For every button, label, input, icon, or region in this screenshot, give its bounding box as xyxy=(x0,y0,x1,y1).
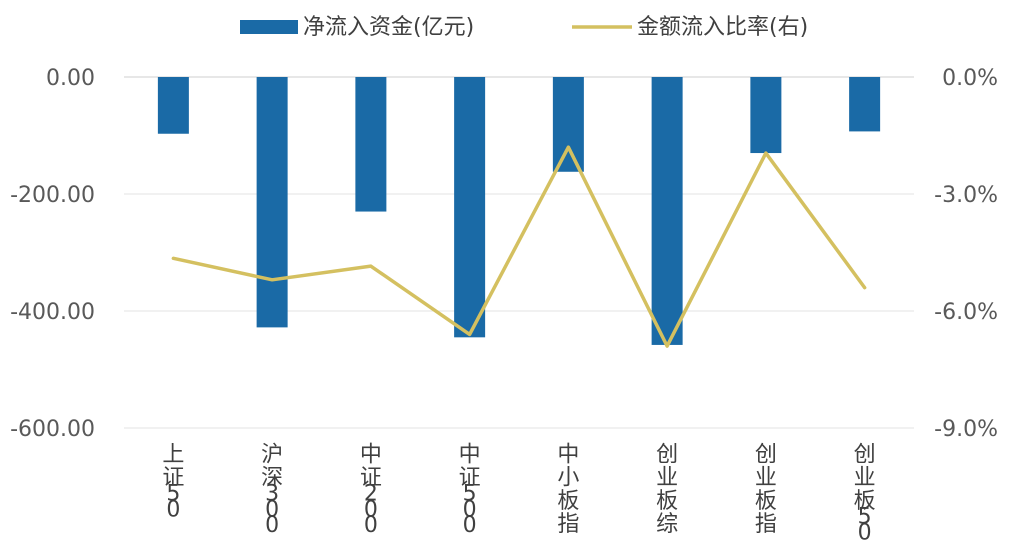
left-tick-label: 0.00 xyxy=(46,66,95,91)
legend: 净流入资金(亿元) 金额流入比率(右) xyxy=(240,15,808,40)
right-tick-label: -3.0% xyxy=(934,183,998,208)
bar xyxy=(157,77,189,134)
legend-label-line: 金额流入比率(右) xyxy=(637,15,808,40)
line-point xyxy=(468,332,472,336)
x-tick-label: 创业板 5 0 xyxy=(854,443,876,546)
grid-lines xyxy=(124,76,914,429)
ratio-line-series xyxy=(171,145,867,348)
right-tick-label: -9.0% xyxy=(934,417,998,442)
bar xyxy=(849,77,881,132)
bar xyxy=(454,77,486,338)
left-axis: 0.00 -200.00 -400.00 -600.00 xyxy=(10,66,95,442)
line-point xyxy=(270,278,274,282)
line-point xyxy=(171,256,175,260)
left-tick-label: -200.00 xyxy=(10,183,95,208)
line-point xyxy=(863,286,867,290)
line-point xyxy=(369,264,373,268)
x-axis-labels: 上证 5 0 沪深 3 0 0 中证 2 0 0 中证 5 0 0 中小板指 创业板综 创业板指 创业板 5 0 xyxy=(162,443,875,546)
line-point xyxy=(764,151,768,155)
right-tick-label: -6.0% xyxy=(934,300,998,325)
x-tick-label: 上证 5 0 xyxy=(162,443,184,523)
x-tick-label: 创业板综 xyxy=(656,443,678,537)
bar xyxy=(750,77,782,154)
bar xyxy=(651,77,683,345)
left-tick-label: -400.00 xyxy=(10,300,95,325)
x-tick-label: 中证 2 0 0 xyxy=(360,443,382,539)
legend-swatch-bar xyxy=(240,20,298,34)
right-tick-label: 0.0% xyxy=(942,66,998,91)
bar xyxy=(355,77,387,212)
bars xyxy=(157,77,881,345)
bar xyxy=(256,77,288,328)
x-tick-label: 沪深 3 0 0 xyxy=(261,443,283,539)
line-point xyxy=(566,145,570,149)
left-tick-label: -600.00 xyxy=(10,417,95,442)
x-tick-label: 创业板指 xyxy=(755,443,777,537)
right-axis: 0.0% -3.0% -6.0% -9.0% xyxy=(934,66,998,442)
bar xyxy=(552,77,584,172)
ratio-line xyxy=(171,145,867,348)
x-tick-label: 中证 5 0 0 xyxy=(459,443,481,539)
legend-label-bar: 净流入资金(亿元) xyxy=(303,15,474,40)
x-tick-label: 中小板指 xyxy=(557,443,579,537)
line-point xyxy=(665,344,669,348)
